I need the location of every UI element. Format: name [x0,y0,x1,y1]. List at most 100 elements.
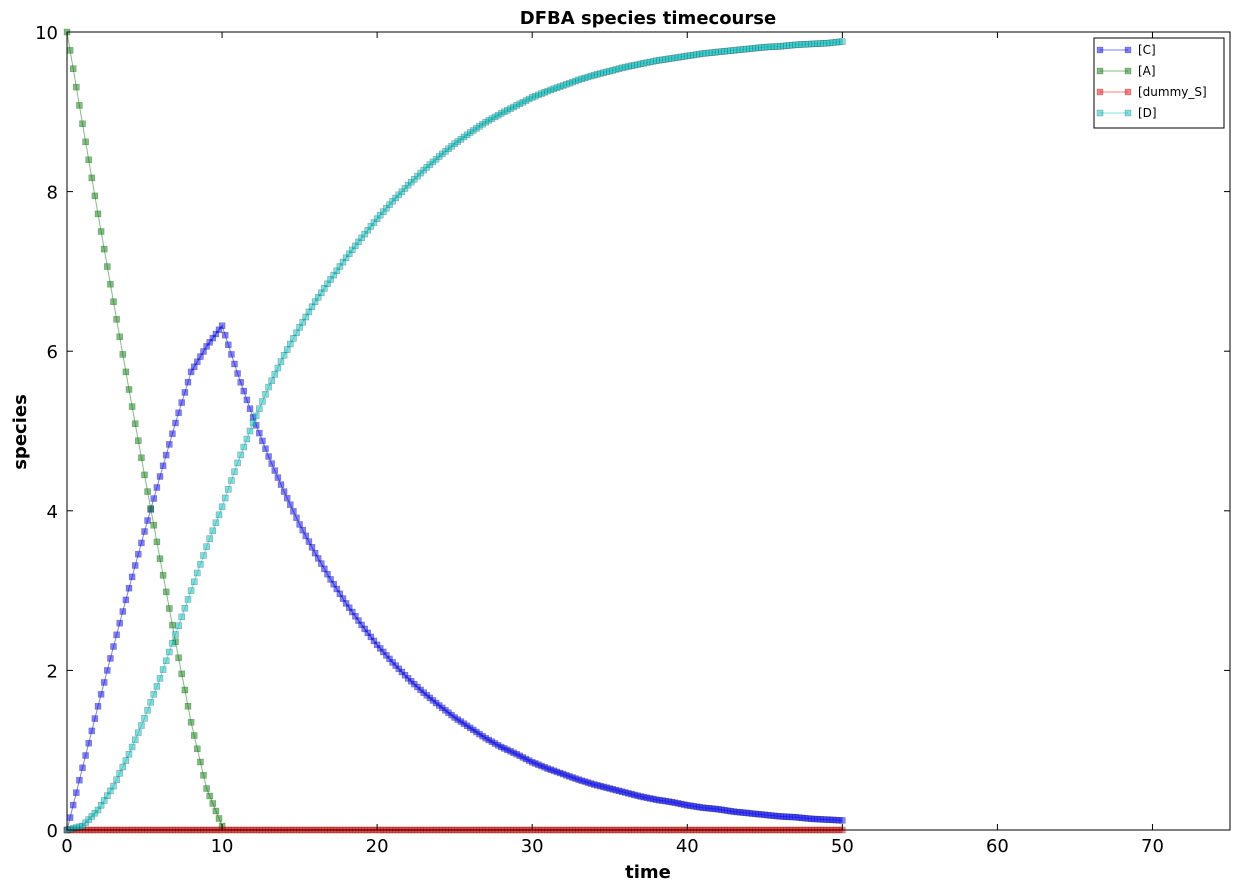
series-marker [206,339,213,346]
series-marker [79,822,86,830]
y-tick-label: 6 [47,342,58,363]
series-marker [113,316,120,323]
series-marker [128,743,136,751]
series-marker [290,508,297,515]
series-marker [308,544,316,551]
series-marker [73,789,80,796]
series-marker [398,668,406,676]
series-marker [150,495,158,502]
series-marker [401,671,409,679]
series-marker [311,549,319,557]
series-marker [293,329,300,337]
series-marker [190,578,198,586]
series-marker [237,379,244,386]
series-marker [218,503,226,511]
series-marker [94,703,102,710]
series-marker [147,505,154,512]
series-marker [212,330,220,338]
series-marker [166,648,173,656]
y-tick-label: 8 [47,183,58,204]
legend-marker [1096,88,1104,96]
y-tick-label: 0 [47,821,58,842]
series-marker [187,587,195,594]
series-marker [181,389,189,396]
chart-title: DFBA species timecourse [520,8,776,29]
legend-box [1093,37,1225,129]
series-marker [252,412,260,420]
legend-marker [1124,67,1132,75]
series-marker [178,670,185,678]
series-marker [839,817,846,824]
series-marker [200,772,207,779]
series-marker [110,643,117,650]
series-marker [321,565,328,573]
x-tick-label: 60 [986,836,1009,857]
series-marker [383,652,390,659]
x-tick-label: 50 [831,836,854,857]
series-marker [215,511,223,519]
series-marker [82,819,89,827]
series-marker [138,722,145,729]
series-marker [169,640,176,647]
y-axis-label: species [10,394,31,470]
plot-frame [66,31,1231,831]
series-marker [135,550,142,558]
series-marker [311,298,319,305]
series-marker [392,662,399,669]
series-marker [97,691,105,698]
series-marker [271,467,279,474]
series-marker [113,776,120,783]
series-marker [178,399,185,406]
series-marker [141,471,148,479]
series-marker [82,138,89,146]
series-marker [197,353,204,360]
series-marker [330,271,337,279]
series-marker [339,595,347,602]
x-axis-label: time [625,862,671,883]
series-marker [184,702,192,710]
series-marker [380,648,387,656]
series-marker [107,655,114,662]
series-marker [240,387,248,395]
series-marker [318,289,325,297]
series-marker [138,454,145,462]
series-marker [380,208,387,215]
series-marker [131,420,139,427]
series-marker [246,405,254,412]
legend-marker [1124,88,1132,96]
series-marker [336,590,344,598]
series-marker [116,333,123,341]
series-marker [212,807,220,815]
series-marker [268,460,275,467]
series-marker [234,370,241,377]
series-marker [361,625,368,633]
series-marker [69,65,77,72]
x-tick-label: 0 [61,836,72,857]
series-marker [88,813,96,820]
series-marker [147,699,154,706]
series-marker [119,351,127,358]
series-marker [240,443,248,451]
series-marker [156,555,164,562]
series-marker [131,562,139,569]
series-marker [135,729,142,736]
series-marker [150,521,158,529]
series-marker [91,809,99,817]
series-marker [262,445,269,452]
series-marker [153,484,161,491]
series-marker [166,441,173,448]
series-marker [395,191,403,199]
series-marker [144,707,151,714]
series-marker [104,263,111,270]
series-marker [321,285,328,292]
series-marker [327,576,334,583]
series-marker [274,364,282,372]
series-marker [79,120,86,128]
series-marker [401,185,409,192]
series-marker [144,517,151,524]
series-marker [256,405,263,412]
series-marker [169,430,176,437]
series-marker [339,258,347,266]
series-line [66,41,843,831]
series-marker [153,538,161,546]
